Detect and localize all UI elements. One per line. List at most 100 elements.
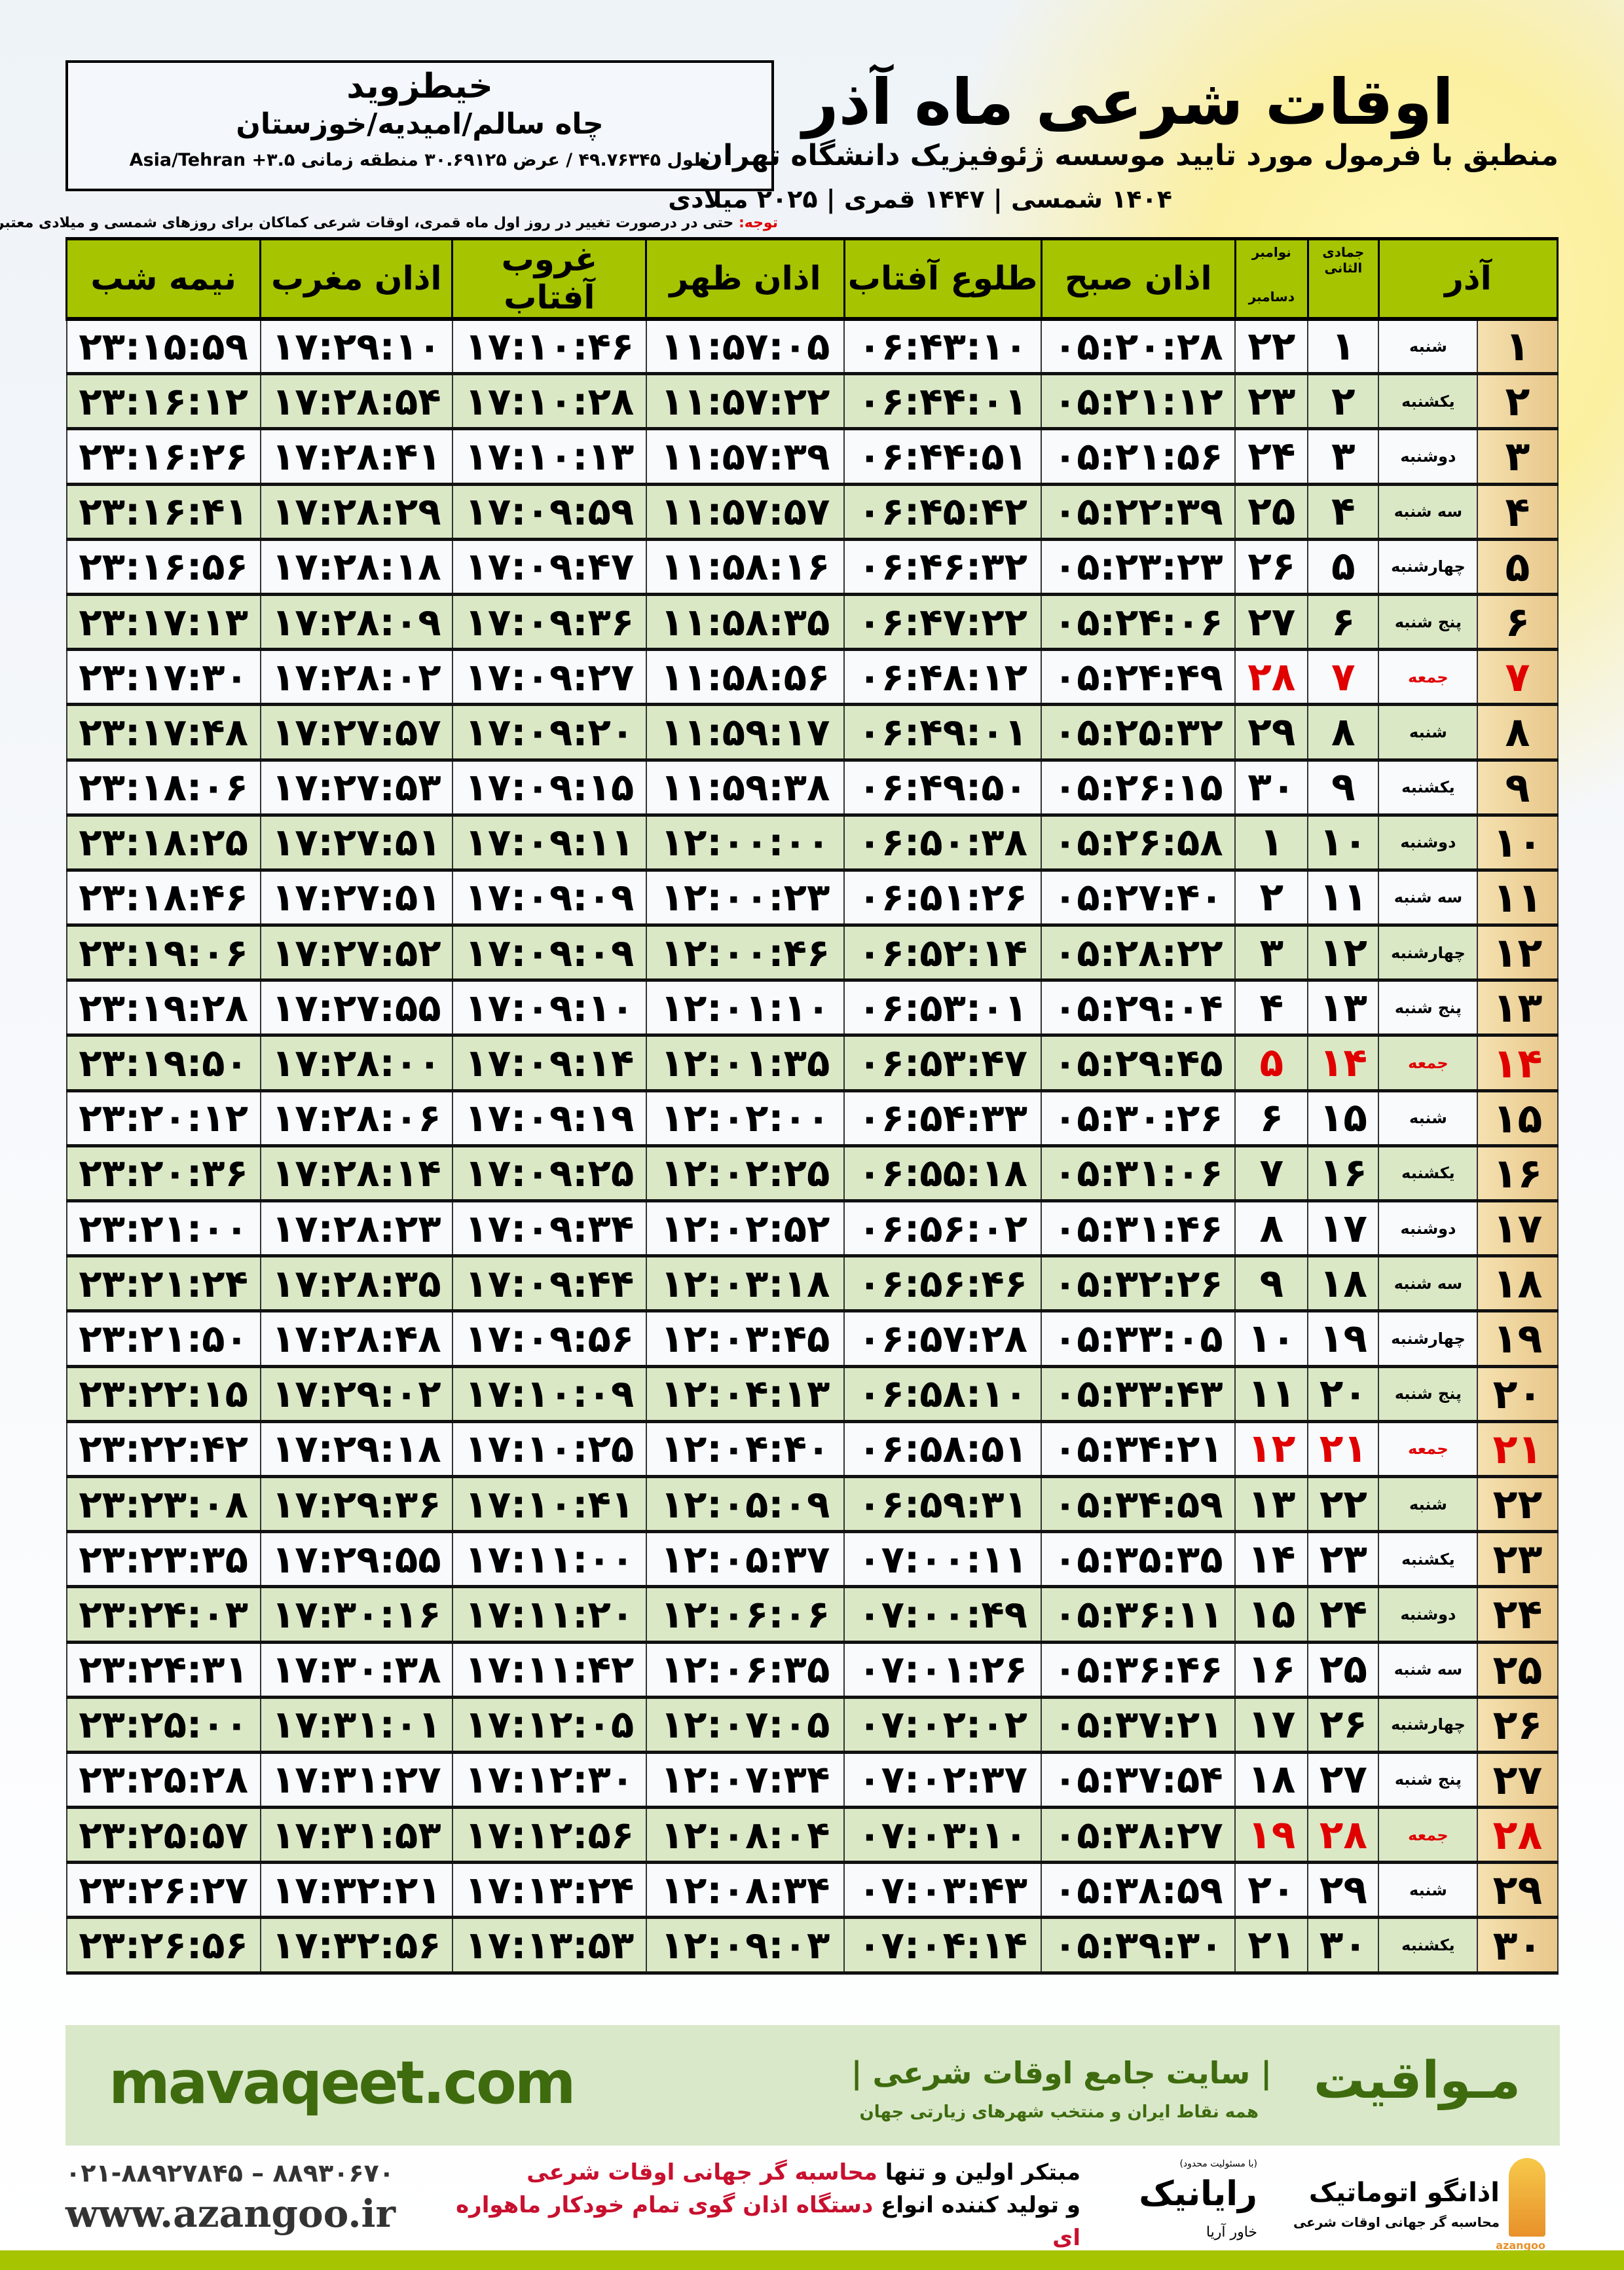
- dhuhr-time: ۱۲:۰۲:۰۰: [645, 1090, 845, 1147]
- day-number: ۱۷: [1477, 1200, 1559, 1258]
- table-row: ۱۲ چهارشنبه ۱۲ ۳ ۰۵:۲۸:۲۲ ۰۶:۵۲:۱۴ ۱۲:۰۰:۴۶ ۱۷:…: [65, 925, 1559, 982]
- sunrise-time: ۰۶:۵۶:۴۶: [843, 1256, 1043, 1313]
- hijri-day: ۱۴: [1307, 1035, 1380, 1092]
- day-number: ۱۰: [1477, 815, 1559, 872]
- hijri-day: ۸: [1307, 704, 1380, 762]
- maghrib-time: ۱۷:۲۹:۱۰: [259, 318, 453, 376]
- table-row: ۱ شنبه ۱ ۲۲ ۰۵:۲۰:۲۸ ۰۶:۴۳:۱۰ ۱۱:۵۷:۰۵ ۱۷:۱۰:۴۶…: [65, 318, 1559, 376]
- hijri-day: ۱۲: [1307, 925, 1380, 982]
- day-number: ۲: [1477, 373, 1559, 431]
- day-number: ۸: [1477, 704, 1559, 762]
- maghrib-time: ۱۷:۲۷:۵۷: [259, 704, 453, 762]
- gregorian-day: ۲۳: [1234, 373, 1309, 431]
- maghrib-time: ۱۷:۲۸:۴۸: [259, 1311, 453, 1368]
- table-row: ۱۹ چهارشنبه ۱۹ ۱۰ ۰۵:۳۳:۰۵ ۰۶:۵۷:۲۸ ۱۲:۰۳:۴۵ ۱۷…: [65, 1311, 1559, 1368]
- midnight-time: ۲۳:۲۴:۰۳: [65, 1586, 261, 1644]
- gregorian-day: ۱۵: [1234, 1586, 1309, 1644]
- gregorian-day: ۱۰: [1234, 1311, 1309, 1368]
- fajr-time: ۰۵:۳۳:۴۳: [1041, 1366, 1236, 1423]
- rayanik-logo-name: رایانیک: [1139, 2174, 1257, 2214]
- table-row: ۲۹ شنبه ۲۹ ۲۰ ۰۵:۳۸:۵۹ ۰۷:۰۳:۴۳ ۱۲:۰۸:۳۴ ۱۷:۱۳:…: [65, 1862, 1559, 1920]
- header-fajr: اذان صبح: [1040, 237, 1236, 321]
- weekday: چهارشنبه: [1378, 1697, 1479, 1754]
- gregorian-day: ۱۱: [1234, 1366, 1309, 1423]
- gregorian-day: ۹: [1234, 1256, 1309, 1313]
- gregorian-day: ۱۷: [1234, 1697, 1309, 1754]
- table-row: ۲ یکشنبه ۲ ۲۳ ۰۵:۲۱:۱۲ ۰۶:۴۴:۰۱ ۱۱:۵۷:۲۲ ۱۷:۱۰:…: [65, 373, 1559, 431]
- day-number: ۱۹: [1477, 1311, 1559, 1368]
- fajr-time: ۰۵:۳۴:۲۱: [1041, 1421, 1236, 1478]
- weekday: دوشنبه: [1378, 815, 1479, 872]
- hijri-day: ۵: [1307, 539, 1380, 596]
- gregorian-day: ۱۶: [1234, 1642, 1309, 1699]
- dhuhr-time: ۱۲:۰۳:۴۵: [645, 1311, 845, 1368]
- fajr-time: ۰۵:۳۳:۰۵: [1041, 1311, 1236, 1368]
- weekday: شنبه: [1378, 1862, 1479, 1920]
- day-number: ۲۶: [1477, 1697, 1559, 1754]
- header-midnight: نیمه شب: [65, 237, 262, 321]
- dhuhr-time: ۱۲:۰۷:۰۵: [645, 1697, 845, 1754]
- hijri-day: ۲۹: [1307, 1862, 1380, 1920]
- hijri-day: ۱۷: [1307, 1200, 1380, 1258]
- gregorian-day: ۲۸: [1234, 649, 1309, 707]
- sunset-time: ۱۷:۱۱:۲۰: [451, 1586, 647, 1644]
- dhuhr-time: ۱۱:۵۸:۵۶: [645, 649, 845, 707]
- weekday: جمعه: [1378, 1035, 1479, 1092]
- table-row: ۲۴ دوشنبه ۲۴ ۱۵ ۰۵:۳۶:۱۱ ۰۷:۰۰:۴۹ ۱۲:۰۶:۰۶ ۱۷:۱…: [65, 1586, 1559, 1644]
- midnight-time: ۲۳:۱۷:۴۸: [65, 704, 261, 762]
- site-link[interactable]: mavaqeet.com: [109, 2049, 576, 2117]
- table-row: ۲۷ پنج شنبه ۲۷ ۱۸ ۰۵:۳۷:۵۴ ۰۷:۰۲:۳۷ ۱۲:۰۷:۳۴ ۱۷…: [65, 1752, 1559, 1810]
- dhuhr-time: ۱۲:۰۳:۱۸: [645, 1256, 845, 1313]
- promo-line1-b: محاسبه گر جهانی اوقات شرعی: [526, 2159, 877, 2186]
- promo-line1-a: مبتکر اولین و تنها: [877, 2159, 1080, 2186]
- maghrib-time: ۱۷:۲۸:۰۰: [259, 1035, 453, 1092]
- note: توجه: حتی در درصورت تغییر در روز اول ماه…: [0, 215, 778, 231]
- sunrise-time: ۰۶:۵۱:۲۶: [843, 870, 1043, 927]
- table-row: ۲۲ شنبه ۲۲ ۱۳ ۰۵:۳۴:۵۹ ۰۶:۵۹:۳۱ ۱۲:۰۵:۰۹ ۱۷:۱۰:…: [65, 1476, 1559, 1534]
- hijri-day: ۲۴: [1307, 1586, 1380, 1644]
- day-number: ۲۳: [1477, 1531, 1559, 1589]
- sunrise-time: ۰۷:۰۳:۴۳: [843, 1862, 1043, 1920]
- fajr-time: ۰۵:۳۹:۳۰: [1041, 1917, 1236, 1975]
- maghrib-time: ۱۷:۲۸:۵۴: [259, 373, 453, 431]
- sunset-time: ۱۷:۱۰:۴۶: [451, 318, 647, 376]
- sunset-time: ۱۷:۰۹:۰۹: [451, 870, 647, 927]
- weekday: یکشنبه: [1378, 760, 1479, 817]
- gregorian-day: ۲۲: [1234, 318, 1309, 376]
- sunset-time: ۱۷:۰۹:۲۰: [451, 704, 647, 762]
- hijri-day: ۱۵: [1307, 1090, 1380, 1147]
- hijri-day: ۲۶: [1307, 1697, 1380, 1754]
- hijri-day: ۲۱: [1307, 1421, 1380, 1478]
- gregorian-day: ۳: [1234, 925, 1309, 982]
- sunset-time: ۱۷:۰۹:۱۵: [451, 760, 647, 817]
- weekday: دوشنبه: [1378, 428, 1479, 486]
- sunset-time: ۱۷:۰۹:۱۴: [451, 1035, 647, 1092]
- dhuhr-time: ۱۲:۰۶:۳۵: [645, 1642, 845, 1699]
- azangoo-link[interactable]: www.azangoo.ir: [65, 2191, 396, 2236]
- gregorian-day: ۱۳: [1234, 1476, 1309, 1534]
- maghrib-time: ۱۷:۲۸:۱۴: [259, 1145, 453, 1203]
- gregorian-day: ۲۰: [1234, 1862, 1309, 1920]
- dhuhr-time: ۱۲:۰۵:۰۹: [645, 1476, 845, 1534]
- hijri-day: ۱۹: [1307, 1311, 1380, 1368]
- table-row: ۷ جمعه ۷ ۲۸ ۰۵:۲۴:۴۹ ۰۶:۴۸:۱۲ ۱۱:۵۸:۵۶ ۱۷:۰۹:۲۷…: [65, 649, 1559, 707]
- day-number: ۲۵: [1477, 1642, 1559, 1699]
- table-row: ۹ یکشنبه ۹ ۳۰ ۰۵:۲۶:۱۵ ۰۶:۴۹:۵۰ ۱۱:۵۹:۳۸ ۱۷:۰۹:…: [65, 760, 1559, 817]
- midnight-time: ۲۳:۲۰:۱۲: [65, 1090, 261, 1147]
- sunset-time: ۱۷:۱۰:۰۹: [451, 1366, 647, 1423]
- fajr-time: ۰۵:۲۲:۳۹: [1041, 484, 1236, 541]
- day-number: ۶: [1477, 594, 1559, 652]
- gregorian-day: ۲۷: [1234, 594, 1309, 652]
- sunset-time: ۱۷:۰۹:۳۶: [451, 594, 647, 652]
- weekday: جمعه: [1378, 1421, 1479, 1478]
- maghrib-time: ۱۷:۳۲:۲۱: [259, 1862, 453, 1920]
- fajr-time: ۰۵:۲۱:۱۲: [1041, 373, 1236, 431]
- fajr-time: ۰۵:۳۴:۵۹: [1041, 1476, 1236, 1534]
- hijri-day: ۳۰: [1307, 1917, 1380, 1975]
- fajr-time: ۰۵:۲۷:۴۰: [1041, 870, 1236, 927]
- weekday: سه شنبه: [1378, 1642, 1479, 1699]
- dhuhr-time: ۱۲:۰۱:۳۵: [645, 1035, 845, 1092]
- gregorian-day: ۱: [1234, 815, 1309, 872]
- fajr-time: ۰۵:۳۸:۲۷: [1041, 1807, 1236, 1865]
- sunset-time: ۱۷:۱۲:۵۶: [451, 1807, 647, 1865]
